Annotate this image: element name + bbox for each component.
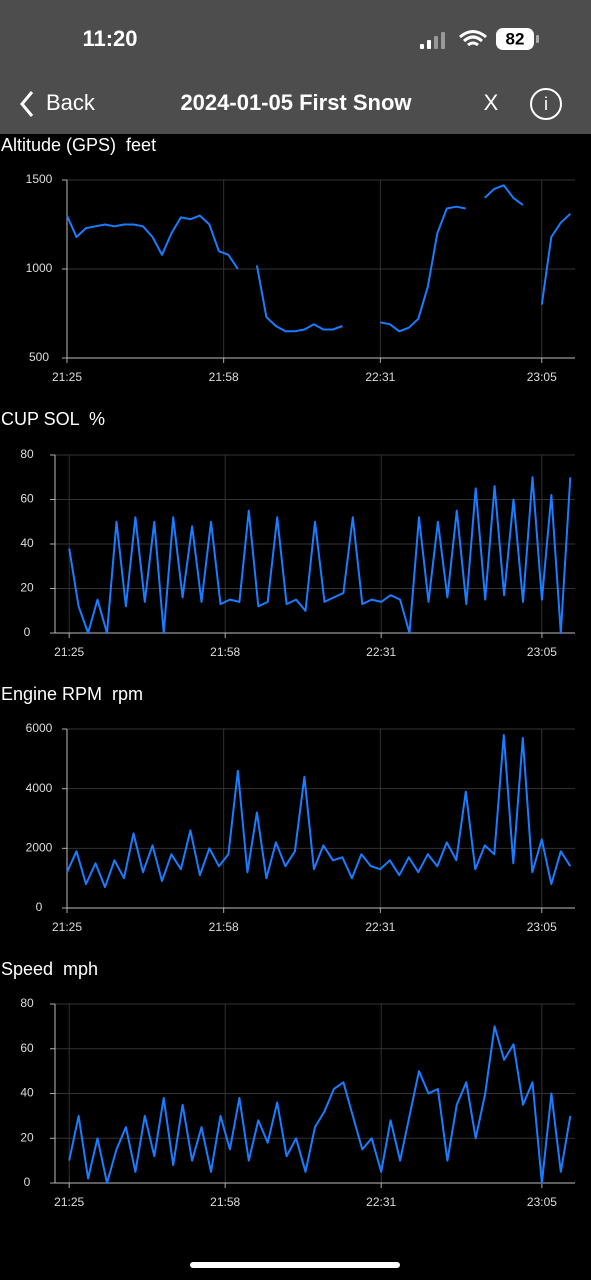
battery-tip [536,35,539,43]
y-tick-label: 20 [20,1130,34,1144]
y-tick-label: 80 [20,996,34,1010]
x-tick-label: 21:58 [210,1195,240,1209]
chart-title: Altitude (GPS) feet [1,135,156,155]
x-tick-label: 23:05 [527,1195,557,1209]
y-tick-label: 0 [36,900,43,914]
x-tick-label: 22:31 [366,645,396,659]
y-tick-label: 4000 [26,781,53,795]
y-tick-label: 0 [24,1175,31,1189]
y-tick-label: 60 [20,492,34,506]
y-tick-label: 40 [20,1086,34,1100]
close-button[interactable]: X [484,90,499,115]
x-tick-label: 22:31 [366,1195,396,1209]
y-tick-label: 60 [20,1041,34,1055]
info-icon: i [544,94,548,114]
y-tick-label: 1500 [26,172,53,186]
chart-title: Speed mph [1,959,98,979]
x-tick-label: 23:05 [527,920,557,934]
data-line [68,476,572,634]
x-tick-label: 21:25 [52,920,82,934]
x-tick-label: 22:31 [365,920,395,934]
x-tick-label: 22:31 [365,370,395,384]
chart-title: CUP SOL % [1,409,105,429]
y-tick-label: 20 [20,581,34,595]
nav-title: 2024-01-05 First Snow [180,90,412,115]
x-tick-label: 21:58 [210,645,240,659]
y-tick-label: 2000 [26,841,53,855]
data-line [66,184,571,333]
x-tick-label: 21:25 [52,370,82,384]
y-tick-label: 6000 [26,721,53,735]
info-button[interactable] [530,88,562,120]
y-tick-label: 500 [29,350,49,364]
battery-icon [496,28,534,50]
x-tick-label: 21:25 [54,645,84,659]
y-tick-label: 1000 [26,261,53,275]
data-line [68,1025,572,1184]
x-tick-label: 23:05 [527,370,557,384]
home-indicator [190,1262,400,1268]
x-tick-label: 21:58 [209,920,239,934]
back-chevron[interactable] [20,91,34,117]
chart-title: Engine RPM rpm [1,684,143,704]
x-tick-label: 21:25 [54,1195,84,1209]
y-tick-label: 80 [20,447,34,461]
wifi-icon [459,30,487,47]
x-tick-label: 21:58 [209,370,239,384]
signal-icon [420,32,445,49]
x-tick-label: 23:05 [527,645,557,659]
header-bg [0,0,591,134]
y-tick-label: 0 [24,625,31,639]
data-line [66,734,572,889]
back-button[interactable]: Back [46,90,96,115]
y-tick-label: 40 [20,536,34,550]
status-time: 11:20 [82,26,137,51]
battery-level: 82 [506,29,525,48]
